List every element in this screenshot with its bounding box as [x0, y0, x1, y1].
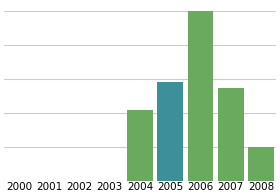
Bar — [127, 110, 153, 181]
Bar — [248, 147, 274, 181]
Bar — [218, 88, 244, 181]
Bar — [188, 11, 213, 181]
Bar — [157, 82, 183, 181]
